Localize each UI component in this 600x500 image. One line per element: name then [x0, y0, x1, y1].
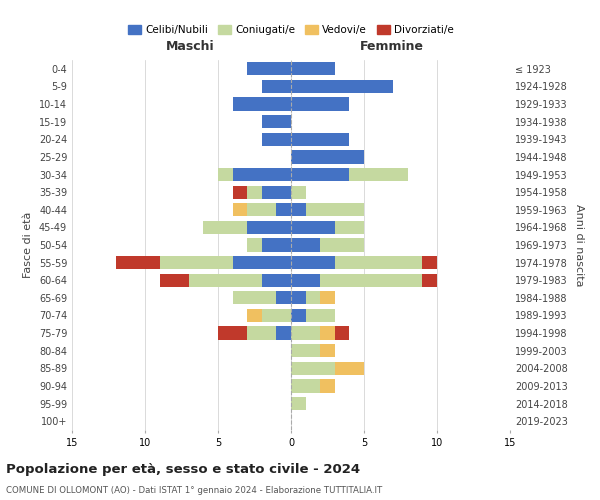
Bar [291, 309, 305, 322]
Bar [291, 397, 305, 410]
Bar [305, 309, 335, 322]
Bar [320, 291, 335, 304]
Bar [247, 221, 291, 234]
Bar [291, 221, 335, 234]
Bar [291, 203, 305, 216]
Bar [291, 238, 320, 252]
Bar [349, 168, 408, 181]
Bar [247, 203, 277, 216]
Bar [233, 203, 247, 216]
Bar [262, 80, 291, 93]
Bar [291, 256, 335, 269]
Bar [277, 203, 291, 216]
Bar [335, 256, 422, 269]
Bar [160, 274, 189, 287]
Bar [320, 380, 335, 392]
Y-axis label: Anni di nascita: Anni di nascita [574, 204, 584, 286]
Y-axis label: Fasce di età: Fasce di età [23, 212, 33, 278]
Bar [247, 238, 262, 252]
Bar [320, 274, 422, 287]
Bar [320, 344, 335, 358]
Bar [262, 115, 291, 128]
Bar [291, 168, 349, 181]
Bar [233, 168, 291, 181]
Bar [291, 150, 364, 164]
Bar [160, 256, 233, 269]
Legend: Celibi/Nubili, Coniugati/e, Vedovi/e, Divorziati/e: Celibi/Nubili, Coniugati/e, Vedovi/e, Di… [124, 21, 458, 40]
Bar [262, 132, 291, 146]
Bar [291, 274, 320, 287]
Bar [291, 132, 349, 146]
Bar [320, 238, 364, 252]
Bar [218, 168, 233, 181]
Bar [116, 256, 160, 269]
Bar [247, 62, 291, 76]
Bar [305, 203, 364, 216]
Bar [218, 326, 247, 340]
Bar [262, 274, 291, 287]
Text: Maschi: Maschi [166, 40, 215, 52]
Bar [233, 98, 291, 110]
Bar [247, 309, 262, 322]
Bar [291, 62, 335, 76]
Bar [335, 326, 349, 340]
Bar [291, 186, 305, 198]
Bar [291, 291, 305, 304]
Text: Popolazione per età, sesso e stato civile - 2024: Popolazione per età, sesso e stato civil… [6, 462, 360, 475]
Bar [291, 80, 393, 93]
Bar [291, 98, 349, 110]
Bar [203, 221, 247, 234]
Bar [233, 256, 291, 269]
Bar [277, 326, 291, 340]
Bar [189, 274, 262, 287]
Bar [262, 186, 291, 198]
Bar [335, 221, 364, 234]
Bar [305, 291, 320, 304]
Bar [335, 362, 364, 375]
Bar [291, 344, 320, 358]
Bar [320, 326, 335, 340]
Text: Femmine: Femmine [360, 40, 424, 52]
Bar [422, 274, 437, 287]
Bar [247, 186, 262, 198]
Bar [262, 238, 291, 252]
Bar [233, 186, 247, 198]
Bar [277, 291, 291, 304]
Bar [233, 291, 277, 304]
Bar [291, 380, 320, 392]
Bar [291, 362, 335, 375]
Bar [291, 326, 320, 340]
Bar [262, 309, 291, 322]
Bar [422, 256, 437, 269]
Text: COMUNE DI OLLOMONT (AO) - Dati ISTAT 1° gennaio 2024 - Elaborazione TUTTITALIA.I: COMUNE DI OLLOMONT (AO) - Dati ISTAT 1° … [6, 486, 382, 495]
Bar [247, 326, 277, 340]
